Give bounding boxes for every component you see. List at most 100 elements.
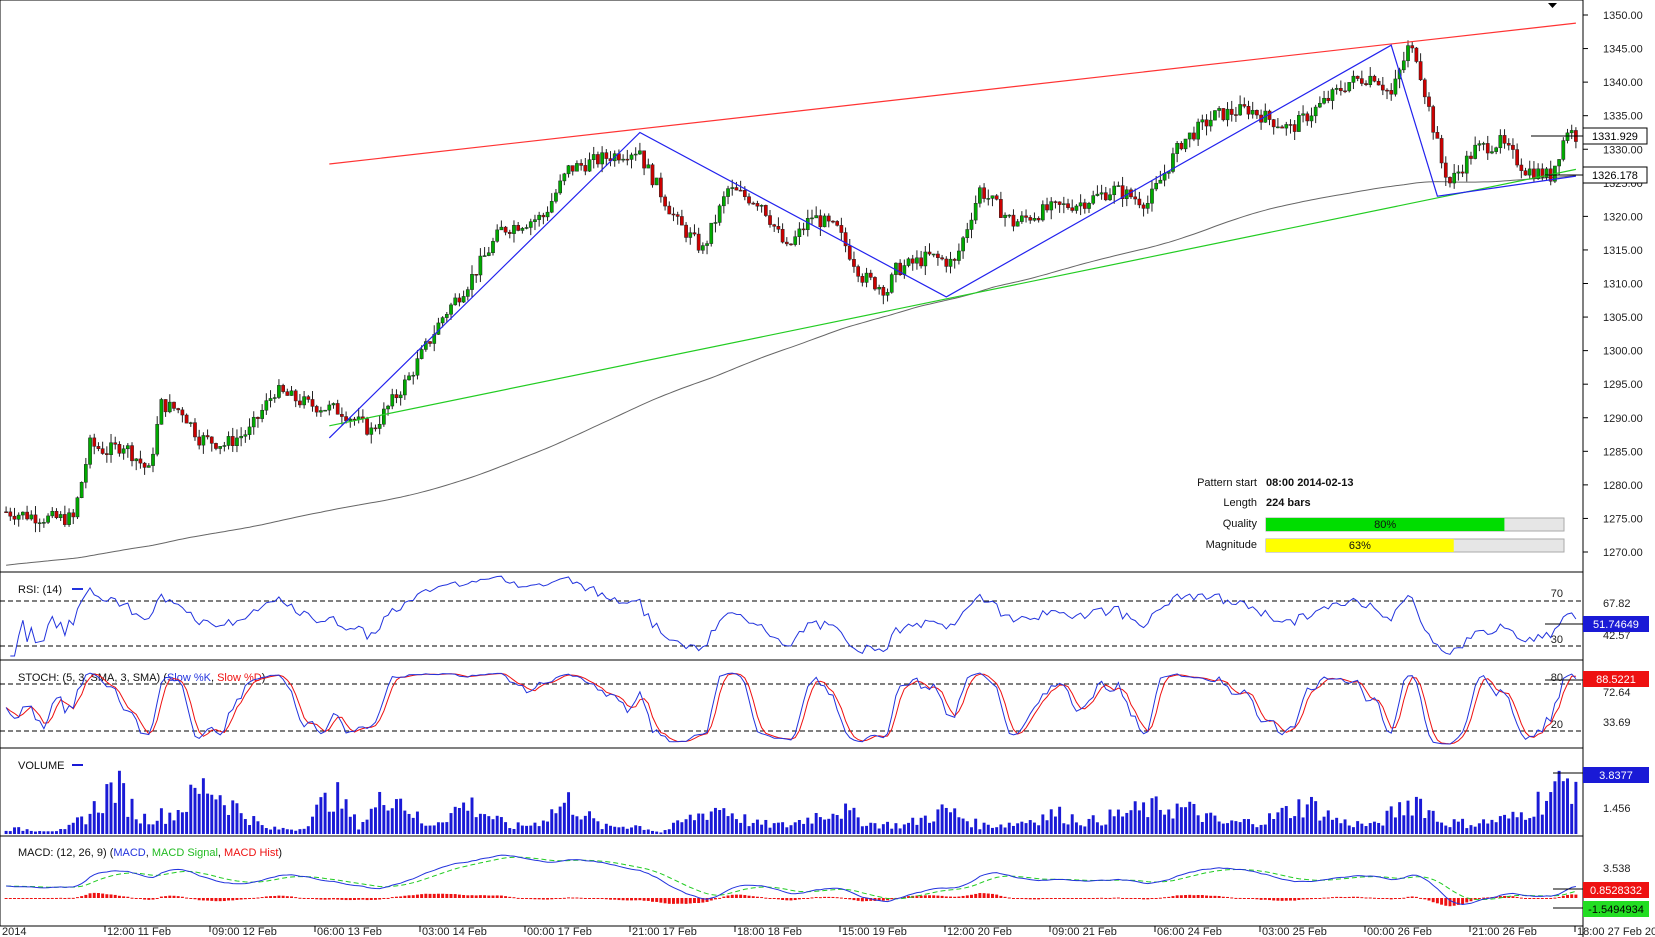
volume-bar — [105, 784, 109, 834]
candle — [847, 238, 852, 261]
candle — [936, 250, 940, 266]
candle — [1049, 197, 1054, 220]
volume-bar — [1196, 815, 1200, 834]
candle — [642, 150, 646, 176]
macd-hist-bar — [403, 895, 407, 898]
volume-bar — [1310, 796, 1313, 834]
candle — [1150, 180, 1154, 212]
macd-hist-bar — [1251, 898, 1255, 899]
candle — [524, 224, 529, 230]
candle — [1376, 78, 1381, 86]
macd-hist-bar — [117, 895, 121, 898]
volume-bar — [1167, 809, 1171, 834]
scroll-marker-icon[interactable] — [1548, 3, 1557, 8]
macd-hist-bar — [1536, 898, 1540, 899]
volume-bar — [604, 823, 608, 834]
macd-hist-bar — [277, 895, 281, 898]
volume-bar — [487, 816, 491, 834]
volume-bar — [285, 829, 289, 834]
candle — [1540, 163, 1545, 181]
candle — [885, 288, 890, 302]
candle — [264, 393, 269, 415]
candle — [1020, 211, 1024, 224]
volume-bar — [1515, 817, 1519, 834]
candle — [1439, 134, 1444, 169]
candle — [978, 185, 982, 208]
macd-hist-bar — [1444, 898, 1448, 906]
macd-hist-bar — [138, 898, 142, 900]
volume-bar — [1154, 796, 1158, 834]
time-tick-label: 2014 — [2, 926, 26, 937]
volume-bar — [1389, 806, 1393, 834]
macd-hist-bar — [1524, 898, 1528, 899]
candle — [1544, 167, 1549, 181]
macd-hist-bar — [734, 894, 738, 898]
candle — [465, 286, 470, 301]
volume-bar — [399, 798, 403, 834]
volume-bar — [441, 822, 445, 834]
volume-bar — [126, 816, 130, 834]
volume-bar — [1263, 824, 1267, 834]
macd-hist-bar — [617, 898, 621, 901]
volume-bar — [1289, 818, 1292, 834]
macd-hist-bar — [311, 898, 314, 899]
candle — [491, 237, 495, 256]
volume-bar — [214, 799, 218, 834]
volume-bar — [751, 822, 755, 834]
moving-average — [6, 175, 1576, 566]
volume-bar — [1045, 820, 1049, 834]
candle — [671, 207, 676, 222]
macd-hist-bar — [1427, 898, 1431, 901]
candle — [1364, 80, 1368, 87]
candle — [377, 415, 382, 435]
candle — [1242, 97, 1247, 109]
volume-bar — [1557, 770, 1561, 834]
candle — [1280, 124, 1284, 129]
macd-hist-bar — [155, 898, 159, 899]
macd-hist-bar — [928, 895, 931, 898]
macd-hist-bar — [604, 898, 608, 900]
candle — [906, 257, 911, 268]
macd-hist-bar — [1435, 898, 1439, 904]
volume-bar — [210, 794, 214, 834]
macd-hist-bar — [50, 897, 54, 899]
volume-bar — [1322, 816, 1326, 834]
volume-bar — [13, 827, 16, 834]
candle — [1481, 141, 1486, 151]
candle — [570, 165, 575, 176]
zigzag-line — [328, 44, 1576, 439]
macd-hist-bar — [625, 898, 629, 901]
macd-hist-bar — [1406, 896, 1410, 898]
macd-hist-bar — [1393, 898, 1397, 900]
candle — [629, 152, 634, 169]
volume-bar — [1011, 825, 1015, 834]
candle — [1204, 114, 1209, 136]
candle — [293, 389, 298, 408]
volume-bar — [311, 816, 314, 834]
volume-bar — [579, 819, 583, 834]
volume-bar — [856, 817, 860, 834]
macd-hist-bar — [1137, 898, 1141, 899]
macd-hist-bar — [315, 898, 319, 900]
candle — [948, 251, 953, 274]
macd-hist-bar — [630, 898, 633, 901]
candle — [92, 433, 97, 455]
volume-bar — [709, 811, 713, 834]
candle — [302, 390, 306, 409]
volume-bar — [50, 831, 54, 834]
macd-hist-bar — [1020, 898, 1024, 900]
candle — [751, 201, 756, 205]
macd-hist-bar — [428, 893, 432, 898]
macd-hist-bar — [1360, 897, 1364, 899]
macd-hist-bar — [159, 896, 163, 898]
candle — [1460, 164, 1465, 178]
candle — [1087, 201, 1091, 214]
candle — [625, 149, 630, 166]
macd-hist-bar — [739, 894, 743, 898]
volume-bar — [453, 806, 457, 834]
macd-hist-bar — [63, 898, 67, 899]
macd-hist-bar — [575, 897, 579, 899]
candle — [58, 511, 63, 522]
volume-bar — [630, 827, 633, 834]
